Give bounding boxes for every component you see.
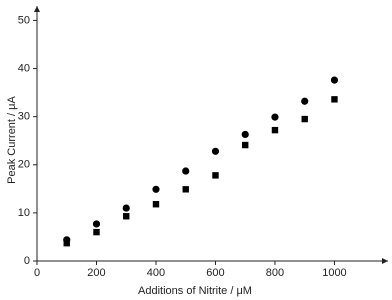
x-tick-label: 400 — [147, 267, 165, 279]
point — [152, 185, 160, 193]
point — [271, 126, 279, 134]
point — [242, 141, 249, 149]
y-tick-label: 40 — [18, 62, 30, 74]
y-tick-label: 0 — [24, 255, 30, 267]
point — [152, 201, 160, 208]
x-axis-label: Additions of Nitrite / μM — [138, 285, 252, 297]
y-tick-label: 20 — [18, 159, 30, 171]
y-tick-label: 50 — [18, 14, 30, 26]
point — [331, 96, 338, 103]
y-axis-arrow — [34, 6, 40, 12]
point — [212, 172, 219, 179]
x-tick-label: 600 — [206, 267, 224, 279]
x-tick-label: 0 — [34, 267, 40, 279]
y-tick-label: 10 — [18, 207, 30, 219]
point — [182, 167, 190, 175]
point — [241, 130, 249, 139]
point — [182, 186, 189, 193]
x-axis-arrow — [382, 258, 388, 264]
point — [301, 97, 309, 105]
y-tick-label: 30 — [18, 111, 30, 123]
x-tick-label: 800 — [266, 267, 284, 279]
point — [122, 204, 130, 212]
point — [63, 239, 70, 247]
x-tick-label: 200 — [87, 267, 105, 279]
point — [211, 147, 220, 155]
point — [92, 220, 101, 228]
point — [301, 115, 308, 123]
point — [330, 76, 339, 84]
y-axis-label: Peak Current / μA — [6, 96, 18, 184]
point — [93, 228, 100, 236]
x-tick-label: 1000 — [322, 267, 346, 279]
point — [123, 213, 130, 220]
point — [271, 113, 279, 121]
